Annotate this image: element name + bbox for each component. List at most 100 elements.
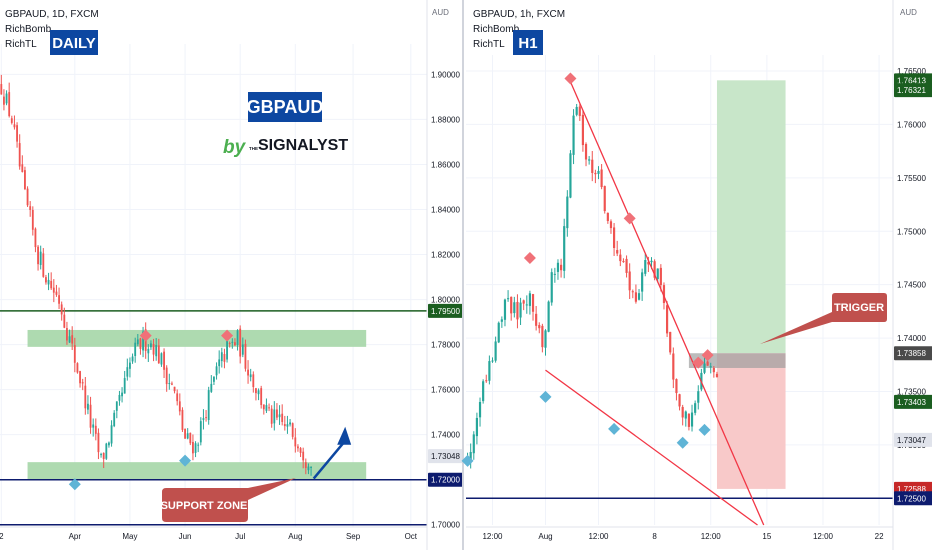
- candle-body: [637, 293, 641, 300]
- candle-body: [113, 412, 116, 427]
- candle-body: [594, 172, 597, 175]
- candle-body: [173, 386, 176, 392]
- candle-body: [475, 417, 479, 437]
- candle-body: [600, 169, 603, 188]
- candle-body: [597, 170, 600, 174]
- candle-body: [262, 404, 265, 410]
- candle-body: [102, 452, 105, 459]
- candle-body: [87, 403, 89, 410]
- daily-legend-indicator-1: RichBomb: [5, 24, 52, 35]
- candle-body: [186, 433, 189, 439]
- x-tick-label: Aug: [288, 532, 302, 541]
- candle-body: [712, 368, 715, 373]
- candle-body: [276, 409, 278, 418]
- candle-body: [547, 301, 550, 332]
- candle-body: [202, 418, 205, 420]
- trendline: [545, 369, 758, 526]
- candle-body: [281, 413, 284, 422]
- brand-name-text: SIGNALYST: [258, 137, 348, 154]
- candle-body: [220, 352, 223, 362]
- candle-body: [42, 253, 45, 277]
- candle-body: [506, 298, 510, 300]
- candle-body: [197, 444, 200, 446]
- hourly-chart-panel[interactable]: 1.76500 1.76000 1.75500 1.75000 1.74500 1.740…: [461, 0, 932, 550]
- chart-overlay: GBPAUD, 1D, FXCM RichBomb RichTL DAILY G…: [5, 8, 917, 522]
- candle-body: [541, 325, 544, 348]
- candle-body: [619, 254, 622, 262]
- daily-legend-indicator-2: RichTL: [5, 39, 37, 50]
- candle-body: [675, 379, 678, 394]
- candle-body: [553, 273, 556, 275]
- candle-body: [34, 228, 37, 248]
- candle-body: [228, 343, 231, 345]
- candle-body: [299, 448, 302, 453]
- pivot-low-marker: [68, 478, 81, 491]
- candle-body: [171, 383, 173, 385]
- candle-body: [199, 421, 202, 443]
- candle-body: [307, 466, 310, 471]
- candle-body: [168, 382, 171, 384]
- candle-body: [603, 186, 606, 212]
- price-tag: [428, 449, 470, 464]
- pivot-high-marker: [692, 356, 705, 369]
- price-tag: [894, 394, 932, 409]
- candle-body: [81, 382, 84, 384]
- hourly-legend-indicator-2: RichTL: [473, 39, 505, 50]
- candle-body: [210, 383, 213, 392]
- candle-body: [218, 359, 221, 367]
- x-tick-label: 22: [875, 532, 884, 541]
- support-zone-label: SUPPORT ZONE: [161, 500, 248, 512]
- candle-body: [528, 293, 532, 306]
- candle-body: [68, 336, 71, 343]
- candle-body: [47, 279, 50, 285]
- price-tag-value: 1.72500: [897, 494, 926, 503]
- x-tick-label: Aug: [538, 532, 552, 541]
- candle-body: [79, 371, 81, 384]
- candle-body: [513, 302, 516, 314]
- candle-body: [115, 401, 118, 411]
- candle-body: [703, 363, 706, 373]
- price-tag-value: 1.72588: [897, 485, 926, 494]
- candle-body: [244, 343, 247, 369]
- candle-body: [310, 466, 312, 468]
- y-tick-label: 1.84000: [431, 206, 460, 215]
- candle-body: [100, 454, 102, 456]
- candle-body: [21, 164, 24, 173]
- x-tick-label: 12:00: [588, 532, 609, 541]
- candle-body: [0, 84, 3, 95]
- price-tag-value: 1.72000: [431, 476, 460, 485]
- candle-body: [482, 381, 485, 402]
- candle-body: [8, 92, 11, 117]
- candle-body: [494, 341, 497, 361]
- candle-body: [616, 250, 619, 254]
- candle-body: [678, 394, 681, 407]
- candle-body: [469, 452, 472, 461]
- candle-body: [522, 300, 525, 304]
- hourly-legend-symbol: GBPAUD, 1h, FXCM: [473, 9, 565, 20]
- candle-body: [669, 331, 672, 353]
- x-tick-label: Jun: [179, 532, 192, 541]
- candle-body: [234, 342, 236, 346]
- candle-body: [289, 422, 291, 425]
- daily-chart-panel[interactable]: 1.90000 1.88000 1.86000 1.84000 1.82000 1.800…: [0, 0, 470, 550]
- candle-body: [131, 356, 134, 362]
- candle-body: [662, 285, 666, 304]
- candle-body: [89, 404, 92, 428]
- trigger-callout: [760, 293, 887, 344]
- price-tag: [894, 432, 932, 447]
- candle-body: [519, 302, 522, 318]
- candle-body: [10, 118, 13, 123]
- candle-body: [488, 361, 491, 381]
- candle-body: [55, 291, 58, 295]
- candle-body: [563, 226, 566, 271]
- candle-body: [525, 304, 528, 306]
- candle-body: [572, 115, 575, 155]
- candle-body: [241, 344, 244, 355]
- x-tick-label: 12:00: [482, 532, 503, 541]
- candle-body: [575, 106, 578, 115]
- support-zone-callout: [162, 478, 296, 522]
- candle-body: [18, 143, 21, 167]
- candle-body: [591, 159, 594, 173]
- stop-zone: [716, 353, 786, 489]
